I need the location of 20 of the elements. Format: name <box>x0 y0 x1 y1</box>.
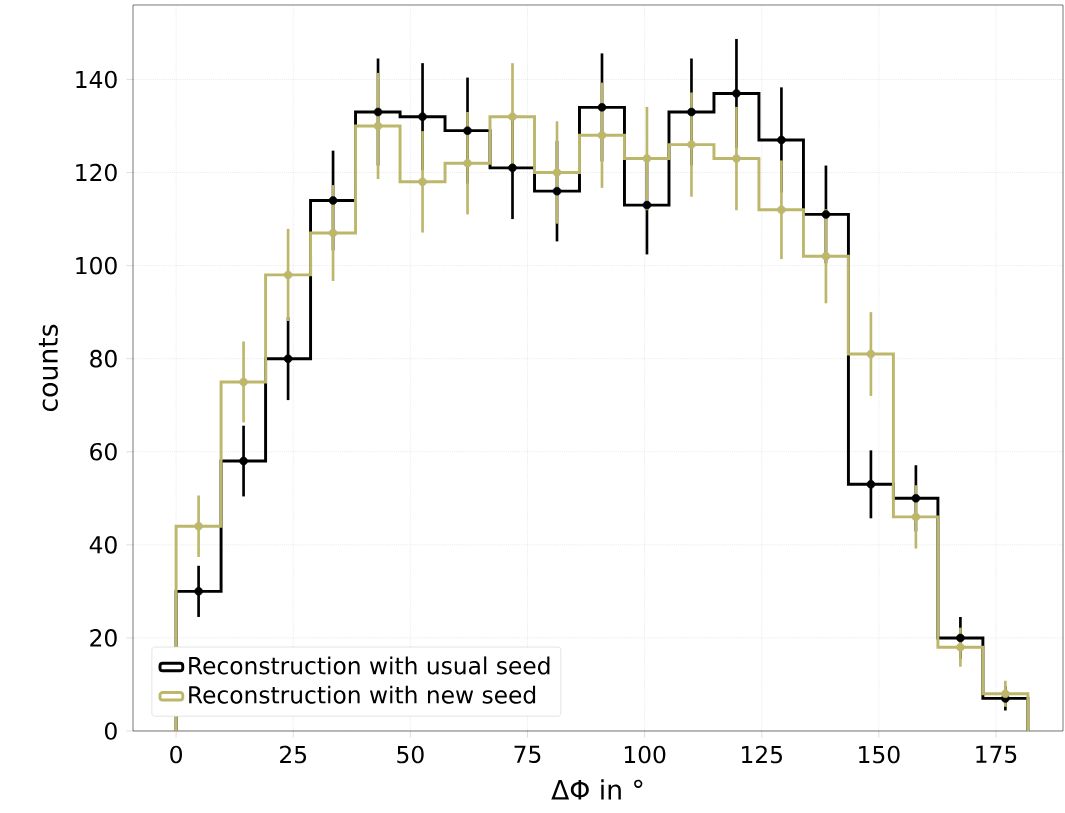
y-tick-label: 100 <box>76 256 117 275</box>
x-tick-label: 0 <box>170 745 182 764</box>
x-tick-label: 100 <box>624 745 666 764</box>
x-axis-title: ΔΦ in ° <box>551 779 643 800</box>
legend-label: Reconstruction with new seed <box>189 685 536 704</box>
y-tick-label: 140 <box>76 70 117 89</box>
x-tick-label: 175 <box>976 745 1017 764</box>
y-tick-label: 120 <box>76 163 117 182</box>
x-tick-label: 50 <box>397 745 424 764</box>
y-tick-label: 20 <box>90 629 117 647</box>
x-tick-label: 150 <box>859 745 900 764</box>
y-tick-label: 40 <box>89 536 117 554</box>
x-tick-label: 75 <box>514 745 541 764</box>
x-tick-label: 125 <box>742 745 782 764</box>
y-axis-title: counts <box>38 324 58 412</box>
y-tick-label: 80 <box>90 349 117 368</box>
x-tick-label: 25 <box>280 745 307 764</box>
y-tick-label: 60 <box>90 442 117 461</box>
y-tick-label: 0 <box>105 722 117 740</box>
legend-label: Reconstruction with usual seed <box>189 656 550 675</box>
